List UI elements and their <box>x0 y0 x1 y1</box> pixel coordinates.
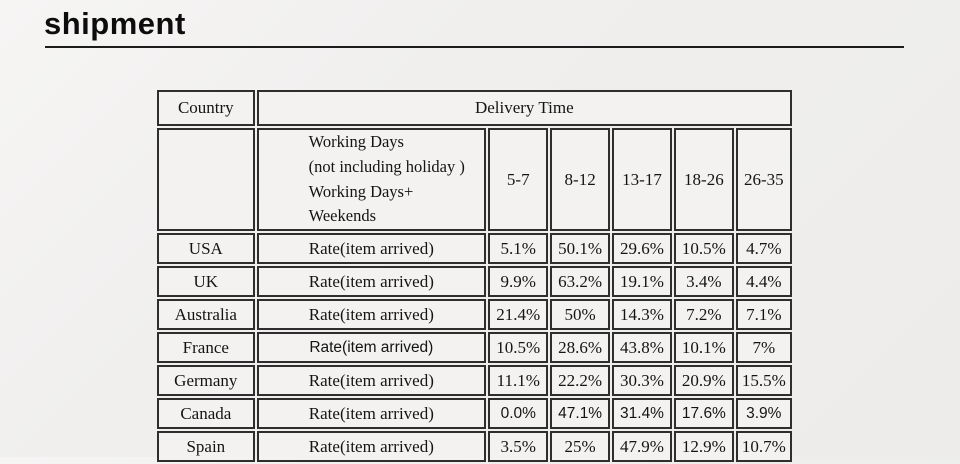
rate-value-cell: 22.2% <box>550 365 610 396</box>
rate-value-cell: 4.7% <box>735 233 792 264</box>
rate-label-cell: Rate(item arrived) <box>256 365 487 396</box>
country-cell: UK <box>157 266 255 297</box>
country-cell: France <box>157 332 255 363</box>
country-cell: USA <box>157 233 255 264</box>
table-row-australia: Australia Rate(item arrived) 21.4% 50% 1… <box>157 299 792 330</box>
empty-header-cell <box>157 128 255 231</box>
working-days-line-2: (not including holiday ) <box>308 156 465 176</box>
country-cell: Spain <box>157 431 255 462</box>
rate-label-cell: Rate(item arrived) <box>256 233 487 264</box>
range-header-5-7: 5-7 <box>488 128 549 231</box>
section-title: shipment <box>44 6 186 41</box>
rate-value-cell: 19.1% <box>611 266 673 297</box>
rate-value-cell: 17.6% <box>674 398 734 429</box>
delivery-table-container: Country Delivery Time Working Days (not … <box>155 88 794 464</box>
rate-value-cell: 10.1% <box>674 332 734 363</box>
working-days-line-1: Working Days <box>308 132 404 151</box>
country-cell: Australia <box>157 299 255 330</box>
rate-label-cell: Rate(item arrived) <box>256 299 487 330</box>
country-column-header: Country <box>157 90 255 126</box>
rate-value-cell: 5.1% <box>488 233 549 264</box>
rate-value-cell: 21.4% <box>488 299 549 330</box>
rate-value-cell: 10.7% <box>735 431 792 462</box>
rate-value-cell: 11.1% <box>488 365 549 396</box>
rate-value-cell: 47.1% <box>550 398 610 429</box>
rate-value-cell: 10.5% <box>488 332 549 363</box>
rate-value-cell: 12.9% <box>674 431 734 462</box>
table-row-canada: Canada Rate(item arrived) 0.0% 47.1% 31.… <box>157 398 792 429</box>
rate-label-cell: Rate(item arrived) <box>256 431 487 462</box>
working-days-header-cell: Working Days (not including holiday ) Wo… <box>256 128 487 231</box>
title-underline <box>45 46 904 48</box>
rate-value-cell: 4.4% <box>735 266 792 297</box>
rate-label-cell: Rate(item arrived) <box>256 332 487 363</box>
rate-value-cell: 15.5% <box>735 365 792 396</box>
rate-value-cell: 7.2% <box>674 299 734 330</box>
rate-value-cell: 10.5% <box>674 233 734 264</box>
table-row-germany: Germany Rate(item arrived) 11.1% 22.2% 3… <box>157 365 792 396</box>
rate-value-cell: 63.2% <box>550 266 610 297</box>
range-header-13-17: 13-17 <box>611 128 673 231</box>
range-header-8-12: 8-12 <box>550 128 610 231</box>
rate-label-cell: Rate(item arrived) <box>256 266 487 297</box>
table-subheader-row: Working Days (not including holiday ) Wo… <box>157 128 792 231</box>
rate-value-cell: 3.5% <box>488 431 549 462</box>
rate-value-cell: 7.1% <box>735 299 792 330</box>
table-row-spain: Spain Rate(item arrived) 3.5% 25% 47.9% … <box>157 431 792 462</box>
table-row-france: France Rate(item arrived) 10.5% 28.6% 43… <box>157 332 792 363</box>
rate-value-cell: 3.4% <box>674 266 734 297</box>
rate-value-cell: 28.6% <box>550 332 610 363</box>
rate-value-cell: 50.1% <box>550 233 610 264</box>
country-cell: Germany <box>157 365 255 396</box>
delivery-time-column-header: Delivery Time <box>256 90 792 126</box>
rate-value-cell: 30.3% <box>611 365 673 396</box>
rate-value-cell: 25% <box>550 431 610 462</box>
country-cell: Canada <box>157 398 255 429</box>
rate-value-cell: 7% <box>735 332 792 363</box>
working-days-line-3: Working Days+ Weekends <box>308 181 414 226</box>
rate-value-cell: 0.0% <box>488 398 549 429</box>
rate-value-cell: 9.9% <box>488 266 549 297</box>
rate-value-cell: 3.9% <box>735 398 792 429</box>
rate-value-cell: 31.4% <box>611 398 673 429</box>
range-header-26-35: 26-35 <box>735 128 792 231</box>
table-header-row: Country Delivery Time <box>157 90 792 126</box>
rate-value-cell: 14.3% <box>611 299 673 330</box>
rate-value-cell: 43.8% <box>611 332 673 363</box>
table-row-uk: UK Rate(item arrived) 9.9% 63.2% 19.1% 3… <box>157 266 792 297</box>
rate-value-cell: 29.6% <box>611 233 673 264</box>
rate-label-cell: Rate(item arrived) <box>256 398 487 429</box>
delivery-time-table: Country Delivery Time Working Days (not … <box>155 88 794 464</box>
rate-value-cell: 50% <box>550 299 610 330</box>
table-row-usa: USA Rate(item arrived) 5.1% 50.1% 29.6% … <box>157 233 792 264</box>
rate-value-cell: 20.9% <box>674 365 734 396</box>
rate-value-cell: 47.9% <box>611 431 673 462</box>
range-header-18-26: 18-26 <box>674 128 734 231</box>
